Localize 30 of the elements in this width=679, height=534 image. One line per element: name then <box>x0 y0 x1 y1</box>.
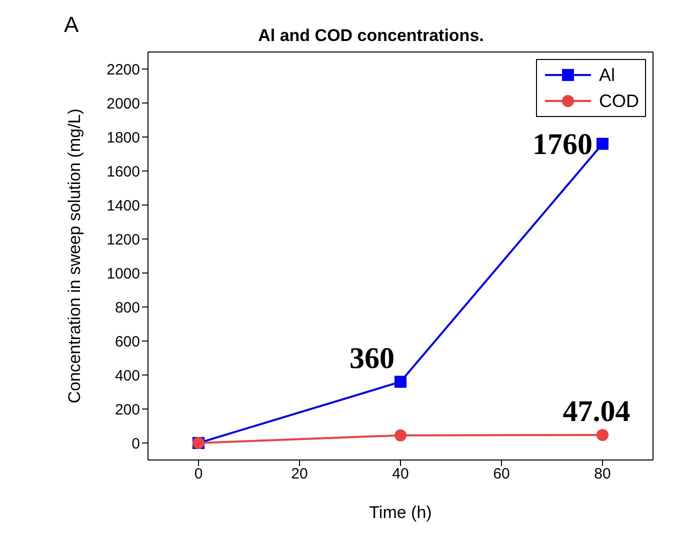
point <box>596 429 608 442</box>
y-tick-label: 2200 <box>106 61 140 78</box>
y-tick-label: 1600 <box>106 163 140 180</box>
data-label: 47.04 <box>562 395 630 428</box>
legend-label: Al <box>599 64 616 87</box>
y-tick-label: 1800 <box>106 129 140 146</box>
point <box>394 429 406 442</box>
y-tick-label: 800 <box>114 299 140 316</box>
y-tick-label: 2000 <box>106 95 140 112</box>
y-tick-label: 400 <box>114 367 140 384</box>
data-label: 1760 <box>532 128 592 161</box>
y-tick-label: 1000 <box>106 265 140 282</box>
y-tick-label: 1400 <box>106 197 140 214</box>
y-tick-label: 600 <box>114 333 140 350</box>
y-tick-label: 0 <box>132 435 140 452</box>
x-tick-label: 60 <box>493 466 510 483</box>
point <box>394 376 406 388</box>
x-tick-label: 80 <box>594 466 611 483</box>
x-tick-label: 40 <box>392 466 409 483</box>
legend-label: COD <box>599 90 639 113</box>
y-tick-label: 200 <box>114 401 140 418</box>
x-tick-label: 20 <box>291 466 308 483</box>
y-tick-label: 1200 <box>106 231 140 248</box>
y-axis-title: Concentration in sweep solution (mg/L) <box>65 108 84 404</box>
chart-title: Al and COD concentrations. <box>257 26 485 46</box>
point <box>596 138 608 150</box>
x-tick-label: 0 <box>194 466 203 483</box>
data-label: 360 <box>350 342 394 375</box>
x-axis-title: Time (h) <box>369 503 432 522</box>
text: A <box>64 12 79 38</box>
